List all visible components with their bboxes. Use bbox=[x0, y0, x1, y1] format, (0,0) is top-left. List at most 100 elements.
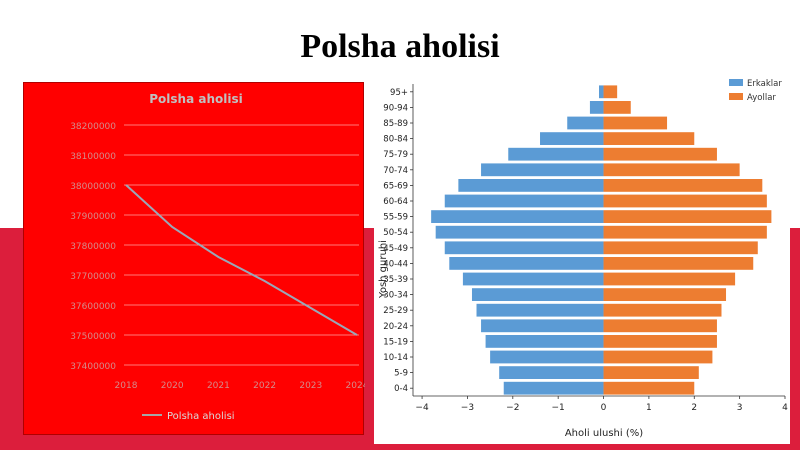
y-tick-label: 50-54 bbox=[383, 228, 408, 238]
bar-ayollar-25-29 bbox=[603, 303, 722, 317]
y-tick-label: 37600000 bbox=[70, 302, 116, 312]
bar-erkaklar-35-39 bbox=[462, 272, 604, 286]
y-tick-label: 38100000 bbox=[70, 152, 116, 162]
bar-ayollar-30-34 bbox=[603, 288, 727, 301]
line-chart: Polsha aholisi 38200000 38100000 38000000 3… bbox=[70, 92, 369, 422]
x-axis-label: Aholi ulushi (%) bbox=[565, 428, 643, 439]
line-chart-legend: Polsha aholisi bbox=[142, 411, 235, 422]
y-tick-label: 37700000 bbox=[70, 272, 116, 282]
bar-erkaklar-15-19 bbox=[485, 335, 604, 348]
y-tick-label: 38000000 bbox=[70, 182, 116, 192]
x-tick-label: 2023 bbox=[299, 381, 322, 391]
y-tick-label: 25-29 bbox=[383, 306, 408, 316]
legend-swatch-ayollar bbox=[729, 93, 743, 100]
y-tick-label: 55-59 bbox=[383, 213, 408, 223]
legend-label-erkaklar: Erkaklar bbox=[747, 79, 782, 89]
bar-ayollar-5-9 bbox=[603, 366, 699, 379]
bar-erkaklar-85-89 bbox=[567, 116, 604, 130]
bar-ayollar-55-59 bbox=[603, 210, 772, 223]
bar-ayollar-45-49 bbox=[603, 241, 758, 255]
bar-erkaklar-95+ bbox=[599, 85, 604, 99]
x-tick-label: −2 bbox=[506, 403, 519, 413]
x-tick-label: 2 bbox=[691, 403, 697, 413]
bar-erkaklar-20-24 bbox=[481, 319, 604, 333]
y-tick-label: 20-24 bbox=[383, 322, 408, 332]
bar-erkaklar-25-29 bbox=[476, 303, 604, 317]
bar-ayollar-70-74 bbox=[603, 163, 740, 177]
x-tick-label: −3 bbox=[461, 403, 474, 413]
bar-erkaklar-40-44 bbox=[449, 257, 604, 270]
x-tick-label: 3 bbox=[737, 403, 743, 413]
y-tick-label: 38200000 bbox=[70, 122, 116, 132]
bar-ayollar-15-19 bbox=[603, 335, 717, 348]
x-tick-label: 4 bbox=[782, 403, 788, 413]
bar-ayollar-85-89 bbox=[603, 116, 668, 130]
line-chart-title: Polsha aholisi bbox=[149, 92, 242, 106]
bar-erkaklar-70-74 bbox=[481, 163, 604, 177]
bar-ayollar-35-39 bbox=[603, 272, 736, 286]
bar-erkaklar-5-9 bbox=[499, 366, 604, 379]
bar-erkaklar-45-49 bbox=[444, 241, 604, 255]
y-tick-label: 35-39 bbox=[383, 275, 408, 285]
legend-label-ayollar: Ayollar bbox=[747, 93, 776, 103]
series-line-polsha-aholisi bbox=[125, 184, 358, 336]
bar-erkaklar-65-69 bbox=[458, 179, 604, 192]
x-tick-label: 2021 bbox=[207, 381, 230, 391]
bar-erkaklar-50-54 bbox=[435, 225, 604, 239]
y-axis-label: Yosh guruhi bbox=[378, 240, 389, 299]
population-pyramid-panel: 0-4 5-9 10-14 15-19 20-24 25-29 30-34 35-39 40-4… bbox=[374, 74, 790, 444]
bar-erkaklar-0-4 bbox=[503, 381, 604, 395]
x-tick-label: 2018 bbox=[115, 381, 138, 391]
bar-ayollar-75-79 bbox=[603, 147, 717, 161]
legend-swatch-erkaklar bbox=[729, 79, 743, 86]
y-tick-label: 37400000 bbox=[70, 362, 116, 372]
y-tick-label: 5-9 bbox=[394, 369, 408, 379]
x-tick-label: 0 bbox=[601, 403, 607, 413]
pyramid-legend: Erkaklar Ayollar bbox=[729, 79, 782, 103]
slide-title: Polsha aholisi bbox=[300, 28, 500, 65]
y-tick-label: 95+ bbox=[390, 88, 408, 98]
x-tick-label: 2022 bbox=[253, 381, 276, 391]
bar-erkaklar-10-14 bbox=[490, 350, 604, 364]
y-tick-label: 70-74 bbox=[383, 166, 408, 176]
bar-ayollar-65-69 bbox=[603, 179, 763, 192]
x-tick-label: −4 bbox=[415, 403, 429, 413]
bar-ayollar-80-84 bbox=[603, 132, 695, 145]
y-tick-label: 37900000 bbox=[70, 212, 116, 222]
y-tick-label: 10-14 bbox=[383, 353, 408, 363]
x-tick-label: −1 bbox=[552, 403, 565, 413]
x-tick-label: 1 bbox=[646, 403, 652, 413]
y-tick-label: 65-69 bbox=[383, 181, 408, 191]
bar-erkaklar-75-79 bbox=[508, 147, 604, 161]
bar-ayollar-60-64 bbox=[603, 194, 767, 208]
y-tick-label: 85-89 bbox=[383, 119, 408, 129]
y-tick-label: 90-94 bbox=[383, 103, 408, 113]
bar-erkaklar-55-59 bbox=[431, 210, 604, 223]
y-tick-label: 15-19 bbox=[383, 337, 408, 347]
y-tick-label: 37800000 bbox=[70, 242, 116, 252]
bar-ayollar-0-4 bbox=[603, 381, 695, 395]
legend-label-polsha-aholisi: Polsha aholisi bbox=[167, 411, 235, 422]
bar-ayollar-20-24 bbox=[603, 319, 717, 333]
population-pyramid-chart: 0-4 5-9 10-14 15-19 20-24 25-29 30-34 35-39 40-4… bbox=[378, 79, 788, 439]
bar-ayollar-90-94 bbox=[603, 101, 631, 114]
bar-erkaklar-90-94 bbox=[589, 101, 604, 114]
bar-erkaklar-80-84 bbox=[540, 132, 604, 145]
y-tick-label: 0-4 bbox=[394, 384, 408, 394]
y-tick-label: 75-79 bbox=[383, 150, 408, 160]
y-tick-label: 80-84 bbox=[383, 135, 408, 145]
y-tick-label: 45-49 bbox=[383, 244, 408, 254]
y-tick-label: 37500000 bbox=[70, 332, 116, 342]
y-tick-label: 30-34 bbox=[383, 291, 408, 301]
bar-ayollar-40-44 bbox=[603, 257, 754, 270]
x-tick-label: 2020 bbox=[161, 381, 184, 391]
bar-ayollar-10-14 bbox=[603, 350, 713, 364]
y-tick-label: 40-44 bbox=[383, 259, 408, 269]
bar-ayollar-95+ bbox=[603, 85, 618, 99]
bar-erkaklar-60-64 bbox=[444, 194, 604, 208]
line-chart-panel: Polsha aholisi 38200000 38100000 38000000 3… bbox=[23, 82, 369, 435]
bar-erkaklar-30-34 bbox=[471, 288, 604, 301]
bar-ayollar-50-54 bbox=[603, 225, 767, 239]
y-tick-label: 60-64 bbox=[383, 197, 408, 207]
x-tick-label: 2024 bbox=[346, 381, 365, 391]
